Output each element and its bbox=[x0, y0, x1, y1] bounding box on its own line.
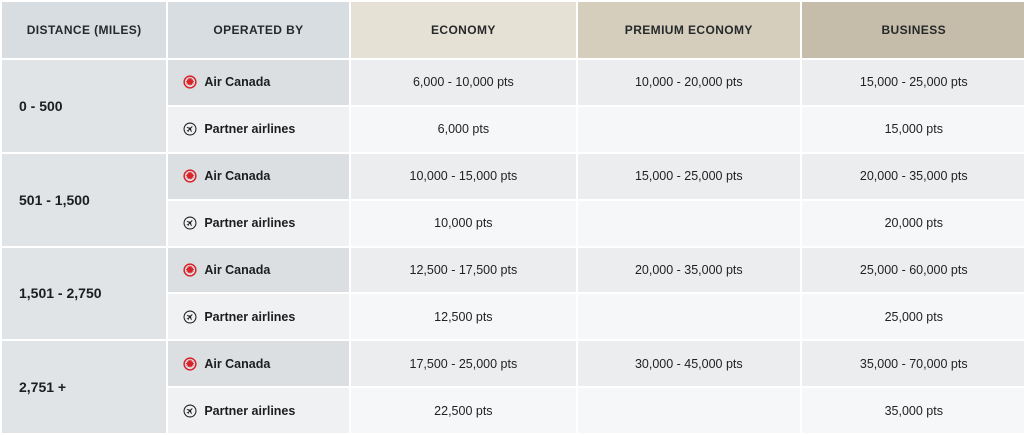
operator-label: Partner airlines bbox=[204, 403, 296, 418]
operator-cell: Air Canada bbox=[168, 153, 351, 201]
table-row: Partner airlines 6,000 pts 15,000 pts bbox=[2, 106, 1024, 154]
points-cell-economy: 10,000 - 15,000 pts bbox=[350, 153, 579, 201]
operator-label: Air Canada bbox=[204, 262, 271, 277]
points-cell-business: 25,000 - 60,000 pts bbox=[801, 247, 1024, 295]
points-cell-economy: 10,000 pts bbox=[350, 200, 579, 248]
col-header-business: BUSINESS bbox=[801, 2, 1024, 60]
distance-cell: 0 - 500 bbox=[2, 60, 169, 154]
points-cell-premium-economy bbox=[578, 106, 802, 154]
operator-label: Air Canada bbox=[204, 169, 271, 184]
operator-cell: Partner airlines bbox=[168, 200, 351, 248]
points-cell-premium-economy: 30,000 - 45,000 pts bbox=[578, 341, 802, 389]
operator-cell: Air Canada bbox=[168, 341, 351, 389]
col-header-premium-economy: PREMIUM ECONOMY bbox=[578, 2, 802, 60]
points-cell-premium-economy: 10,000 - 20,000 pts bbox=[578, 60, 802, 107]
operator-label: Air Canada bbox=[204, 75, 271, 90]
table-row: 1,501 - 2,750 Air Canada 12,500 - 17,500… bbox=[2, 247, 1024, 342]
operator-cell: Partner airlines bbox=[168, 388, 351, 435]
table-row: 2,751 + Air Canada 17,500 - 25,000 pts 3… bbox=[2, 341, 1024, 435]
points-cell-business: 20,000 pts bbox=[801, 200, 1024, 248]
points-cell-business: 15,000 pts bbox=[801, 106, 1024, 154]
operator-cell: Partner airlines bbox=[168, 294, 351, 342]
points-cell-premium-economy bbox=[578, 200, 802, 248]
partner-airlines-plane-icon bbox=[183, 310, 197, 324]
operator-cell: Partner airlines bbox=[168, 106, 351, 154]
operator-cell: Air Canada bbox=[168, 60, 351, 107]
points-cell-business: 25,000 pts bbox=[801, 294, 1024, 342]
operator-label: Partner airlines bbox=[204, 309, 296, 324]
points-cell-business: 35,000 - 70,000 pts bbox=[801, 341, 1024, 389]
distance-cell: 2,751 + bbox=[2, 341, 169, 435]
header-row: DISTANCE (MILES) OPERATED BY ECONOMY PRE… bbox=[2, 2, 1024, 60]
points-cell-premium-economy bbox=[578, 294, 802, 342]
partner-airlines-plane-icon bbox=[183, 404, 197, 418]
col-header-operated-by: OPERATED BY bbox=[168, 2, 351, 60]
points-cell-economy: 12,500 pts bbox=[350, 294, 579, 342]
distance-cell: 501 - 1,500 bbox=[2, 153, 169, 248]
distance-cell: 1,501 - 2,750 bbox=[2, 247, 169, 342]
points-cell-premium-economy: 15,000 - 25,000 pts bbox=[578, 153, 802, 201]
partner-airlines-plane-icon bbox=[183, 216, 197, 230]
air-canada-roundel-icon bbox=[183, 75, 197, 90]
operator-label: Air Canada bbox=[204, 356, 271, 371]
operator-label: Partner airlines bbox=[204, 216, 296, 231]
col-header-distance: DISTANCE (MILES) bbox=[2, 2, 169, 60]
points-cell-business: 35,000 pts bbox=[801, 388, 1024, 435]
points-cell-business: 15,000 - 25,000 pts bbox=[801, 60, 1024, 107]
table-row: Partner airlines 12,500 pts 25,000 pts bbox=[2, 294, 1024, 342]
points-cell-premium-economy bbox=[578, 388, 802, 435]
partner-airlines-plane-icon bbox=[183, 122, 197, 136]
operator-label: Partner airlines bbox=[204, 122, 296, 137]
air-canada-roundel-icon bbox=[183, 263, 197, 277]
points-cell-economy: 12,500 - 17,500 pts bbox=[350, 247, 579, 295]
points-cell-business: 20,000 - 35,000 pts bbox=[801, 153, 1024, 201]
points-cell-premium-economy: 20,000 - 35,000 pts bbox=[578, 247, 802, 295]
points-cell-economy: 22,500 pts bbox=[350, 388, 579, 435]
table-row: Partner airlines 10,000 pts 20,000 pts bbox=[2, 200, 1024, 248]
col-header-economy: ECONOMY bbox=[350, 2, 579, 60]
operator-cell: Air Canada bbox=[168, 247, 351, 295]
air-canada-roundel-icon bbox=[183, 169, 197, 183]
points-cell-economy: 6,000 pts bbox=[350, 106, 579, 154]
table-row: 501 - 1,500 Air Canada 10,000 - 15,000 p… bbox=[2, 153, 1024, 248]
air-canada-roundel-icon bbox=[183, 357, 197, 371]
table-row: 0 - 500 Air Canada 6,000 - 10,000 pts 10… bbox=[2, 60, 1024, 154]
points-cell-economy: 17,500 - 25,000 pts bbox=[350, 341, 579, 389]
points-cell-economy: 6,000 - 10,000 pts bbox=[350, 60, 579, 107]
